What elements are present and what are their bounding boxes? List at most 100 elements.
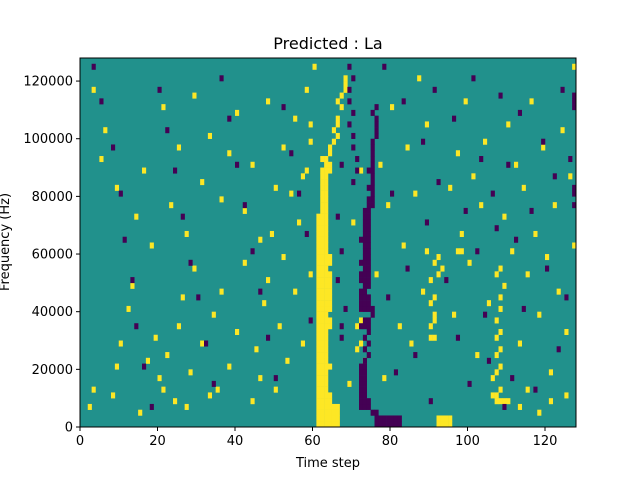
- heatmap-cell-low: [359, 392, 364, 399]
- heatmap-cell-high: [320, 421, 325, 428]
- heatmap-cell-high: [316, 213, 321, 220]
- heatmap-cell-high: [281, 254, 286, 261]
- heatmap-cell-low: [382, 415, 387, 422]
- heatmap-cell-high: [525, 386, 530, 393]
- heatmap-cell-high: [494, 398, 499, 405]
- heatmap-cell-high: [99, 156, 104, 163]
- heatmap-cell-high: [320, 375, 325, 382]
- heatmap-cell-high: [320, 294, 325, 301]
- heatmap-cell-high: [320, 277, 325, 284]
- heatmap-cell-high: [211, 311, 216, 318]
- heatmap-cell-high: [320, 225, 325, 232]
- heatmap-cell-high: [328, 167, 333, 174]
- heatmap-cell-high: [157, 375, 162, 382]
- heatmap-cell-high: [506, 398, 511, 405]
- heatmap-cell-low: [362, 386, 368, 393]
- heatmap-cell-low: [343, 305, 348, 312]
- heatmap-cell-high: [328, 259, 333, 266]
- heatmap-cell-high: [324, 184, 329, 191]
- heatmap-cell-low: [362, 282, 368, 289]
- heatmap-cell-high: [552, 202, 557, 209]
- heatmap-cell-high: [331, 415, 337, 422]
- heatmap-cell-high: [304, 167, 309, 174]
- heatmap-cell-high: [331, 127, 337, 134]
- heatmap-cell-high: [386, 202, 391, 209]
- heatmap-cell-high: [165, 352, 170, 359]
- heatmap-cell-high: [328, 282, 333, 289]
- heatmap-cell-low: [370, 184, 375, 191]
- heatmap-cell-high: [452, 311, 457, 318]
- heatmap-cell-low: [362, 213, 368, 220]
- heatmap-cell-high: [227, 363, 232, 370]
- heatmap-cell-high: [560, 127, 565, 134]
- heatmap-cell-low: [366, 242, 371, 249]
- heatmap-cell-low: [273, 375, 278, 382]
- heatmap-cell-high: [320, 265, 325, 272]
- heatmap-cell-low: [339, 161, 344, 168]
- heatmap-cell-low: [366, 196, 371, 203]
- heatmap-cell-low: [118, 190, 123, 197]
- heatmap-cell-low: [386, 294, 391, 301]
- heatmap-cell-high: [564, 328, 569, 335]
- heatmap-cell-low: [366, 305, 371, 312]
- heatmap-cell-high: [180, 294, 185, 301]
- heatmap-cell-low: [483, 311, 488, 318]
- plot-frame: [79, 57, 577, 428]
- heatmap-cell-high: [316, 277, 321, 284]
- heatmap-cell-high: [320, 173, 325, 180]
- heatmap-cell-high: [428, 334, 433, 341]
- heatmap-cell-low: [366, 207, 371, 214]
- heatmap-cell-high: [316, 421, 321, 428]
- heatmap-cell-low: [366, 277, 371, 284]
- heatmap-cell-high: [114, 363, 120, 370]
- heatmap-cell-high: [440, 421, 445, 428]
- heatmap-cell-high: [192, 265, 197, 272]
- heatmap-cell-high: [324, 225, 329, 232]
- heatmap-cell-high: [320, 219, 325, 226]
- heatmap-cell-low: [366, 323, 371, 330]
- heatmap-cell-low: [362, 363, 368, 370]
- heatmap-cell-high: [514, 161, 519, 168]
- heatmap-cell-low: [502, 403, 507, 410]
- heatmap-cell-high: [351, 219, 356, 226]
- heatmap-cell-low: [362, 375, 368, 382]
- heatmap-cell-high: [316, 375, 321, 382]
- heatmap-cell-high: [316, 317, 321, 324]
- heatmap-cell-high: [328, 317, 333, 324]
- heatmap-cell-high: [494, 352, 499, 359]
- heatmap-cell-low: [351, 75, 356, 82]
- heatmap-cell-high: [250, 161, 255, 168]
- heatmap-cell-high: [242, 259, 247, 266]
- heatmap-cell-low: [362, 259, 368, 266]
- heatmap-cell-low: [362, 317, 368, 324]
- heatmap-cell-low: [370, 167, 375, 174]
- heatmap-cell-low: [366, 248, 371, 255]
- heatmap-cell-high: [343, 86, 348, 93]
- heatmap-cell-high: [382, 375, 387, 382]
- heatmap-cell-low: [572, 184, 577, 191]
- heatmap-cell-high: [471, 173, 476, 180]
- heatmap-cell-high: [320, 369, 325, 376]
- heatmap-cell-high: [320, 207, 325, 214]
- heatmap-cell-low: [355, 156, 360, 163]
- heatmap-cell-high: [316, 363, 321, 370]
- heatmap-cell-high: [277, 323, 282, 330]
- heatmap-cell-high: [545, 254, 550, 261]
- heatmap-cell-low: [374, 415, 379, 422]
- heatmap-cell-low: [366, 282, 371, 289]
- heatmap-cell-high: [320, 190, 325, 197]
- heatmap-cell-low: [359, 403, 364, 410]
- heatmap-cell-low: [339, 323, 344, 330]
- heatmap-cell-high: [320, 305, 325, 312]
- heatmap-cell-high: [339, 92, 344, 99]
- heatmap-cell-high: [324, 300, 329, 307]
- heatmap-cell-high: [320, 259, 325, 266]
- y-tick-label: 60000: [32, 248, 73, 263]
- heatmap-cell-high: [328, 415, 333, 422]
- heatmap-cell-high: [483, 138, 488, 145]
- heatmap-cell-high: [169, 202, 174, 209]
- heatmap-cell-low: [347, 86, 352, 93]
- heatmap-cell-low: [242, 202, 247, 209]
- heatmap-cell-low: [479, 156, 484, 163]
- heatmap-cell-high: [200, 340, 205, 347]
